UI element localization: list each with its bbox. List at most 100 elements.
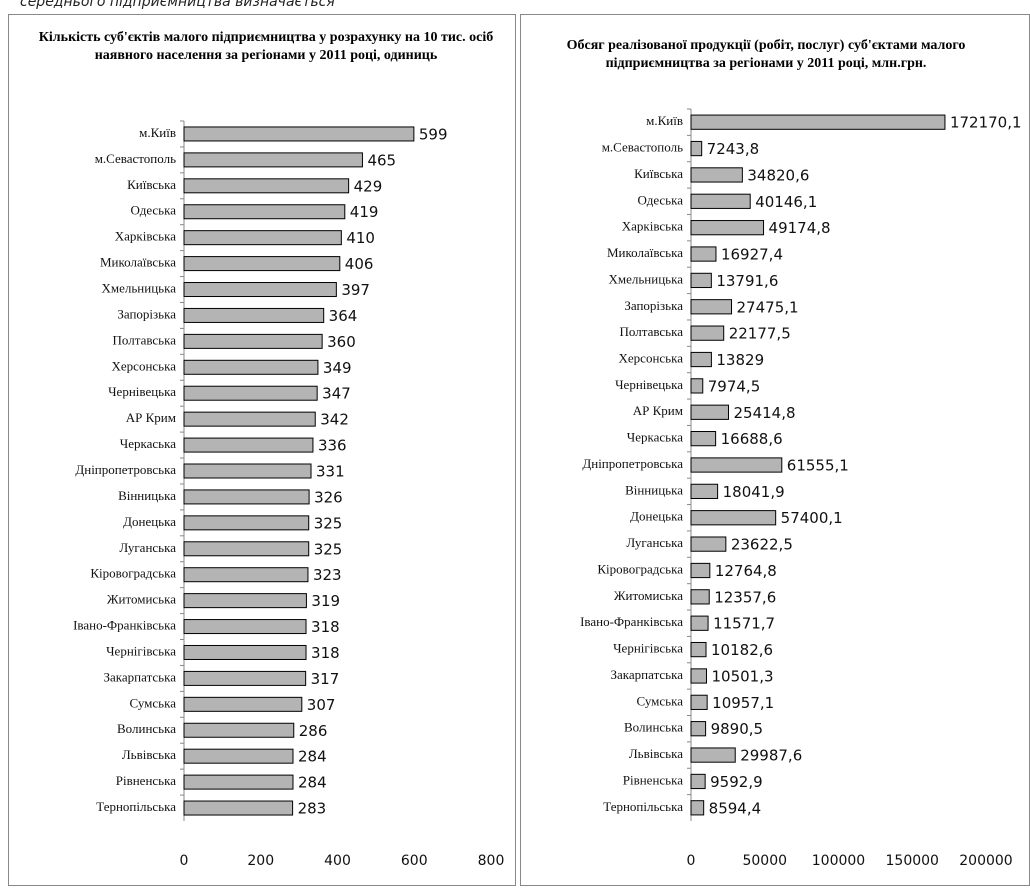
bar [690,800,705,816]
value-label: 397 [341,281,370,299]
y-tick-label: Івано-Франківська [73,618,176,633]
y-tick-label: Херсонська [619,351,684,366]
value-label: 40146,1 [755,193,817,211]
value-label: 406 [345,255,374,273]
y-tick-label: Закарпатська [104,669,177,684]
y-tick-label: Дніпропетровська [582,456,683,471]
y-tick-label: Івано-Франківська [580,614,683,629]
bar [690,114,946,130]
chart-panel: Обсяг реалізованої продукції (робіт, пос… [520,14,1030,886]
value-label: 331 [316,463,345,481]
value-label: 12357,6 [714,588,776,606]
y-tick-label: Вінницька [118,488,176,503]
bar [690,140,703,157]
bar [183,152,363,168]
y-tick-label: Черкаська [120,436,176,451]
bar [183,670,307,686]
x-tick-label: 200000 [959,853,1012,869]
bar [183,204,346,220]
y-tick-label: Харківська [622,219,683,234]
y-tick-label: м.Київ [646,113,683,128]
y-tick-label: Кіровоградська [597,561,683,576]
value-label: 347 [322,385,351,403]
bar [690,193,751,209]
bar [183,385,318,401]
value-label: 349 [323,359,352,377]
bar [690,668,707,684]
y-tick-label: Одеська [130,203,176,218]
y-tick-label: Вінницька [625,482,683,497]
bar [183,178,350,194]
bar [183,774,294,790]
y-tick-label: Харківська [115,229,176,244]
value-label: 7974,5 [708,377,761,395]
value-label: 9890,5 [711,720,764,738]
bar [183,515,310,531]
y-tick-label: АР Крим [633,403,683,418]
value-label: 8594,4 [709,799,762,817]
bar [690,378,704,394]
value-label: 61555,1 [787,457,849,475]
bar [183,748,294,764]
value-label: 319 [311,592,340,610]
value-label: 57400,1 [781,509,843,527]
bar [183,541,310,557]
value-label: 49174,8 [769,219,831,237]
bar [690,220,765,236]
y-tick-label: Чернігівська [613,641,683,656]
y-tick-label: Сумська [637,693,684,708]
y-tick-label: Дніпропетровська [75,462,176,477]
value-label: 29987,6 [740,747,802,765]
bar [183,619,307,635]
bar [690,615,709,631]
x-tick-label: 800 [478,853,505,869]
bar [183,256,341,272]
y-tick-label: м.Севастополь [95,151,176,166]
y-tick-label: Рівненська [623,772,683,787]
value-label: 10182,6 [711,641,773,659]
y-tick-label: м.Севастополь [602,140,683,155]
y-tick-label: АР Крим [126,410,176,425]
bar [690,641,707,658]
y-tick-label: Чернівецька [108,384,176,399]
chart-title: Кількість суб'єктів малого підприємництв… [38,30,494,63]
chart-panel: Кількість суб'єктів малого підприємництв… [8,14,516,886]
y-tick-label: Запорізька [624,298,683,313]
value-label: 286 [299,722,328,740]
y-tick-label: Донецька [630,509,683,524]
bar [690,325,725,341]
y-tick-label: Львівська [629,746,683,761]
bar [690,747,736,763]
y-tick-label: Полтавська [620,324,684,339]
bar [183,359,319,375]
y-tick-label: Миколаївська [607,245,683,260]
value-label: 7243,8 [707,140,760,158]
y-tick-label: Київська [127,177,176,192]
value-label: 284 [298,774,327,792]
x-tick-label: 50000 [742,853,787,869]
bar [690,536,727,552]
y-tick-label: Житомиська [614,588,683,603]
value-label: 326 [314,488,343,506]
value-label: 12764,8 [715,562,777,580]
x-tick-label: 0 [687,853,696,869]
y-tick-label: Рівненська [116,773,176,788]
value-label: 18041,9 [723,483,785,501]
value-label: 9592,9 [710,773,763,791]
value-label: 13829 [716,351,764,369]
chart-title: Обсяг реалізованої продукції (робіт, пос… [566,38,966,71]
bar [183,800,294,816]
value-label: 465 [367,151,396,169]
y-tick-label: Миколаївська [100,255,176,270]
x-tick-label: 100000 [812,853,865,869]
bar [183,489,310,505]
chart: 0 200 400 600 800 м.Київ 599 м.Севастополь 465 Ки… [73,120,505,869]
bar [183,437,314,453]
bar [183,593,307,609]
value-label: 307 [307,696,336,714]
y-tick-label: Закарпатська [611,667,684,682]
value-label: 16688,6 [721,430,783,448]
y-tick-label: Тернопільська [96,799,176,814]
y-tick-label: Запорізька [117,306,176,321]
